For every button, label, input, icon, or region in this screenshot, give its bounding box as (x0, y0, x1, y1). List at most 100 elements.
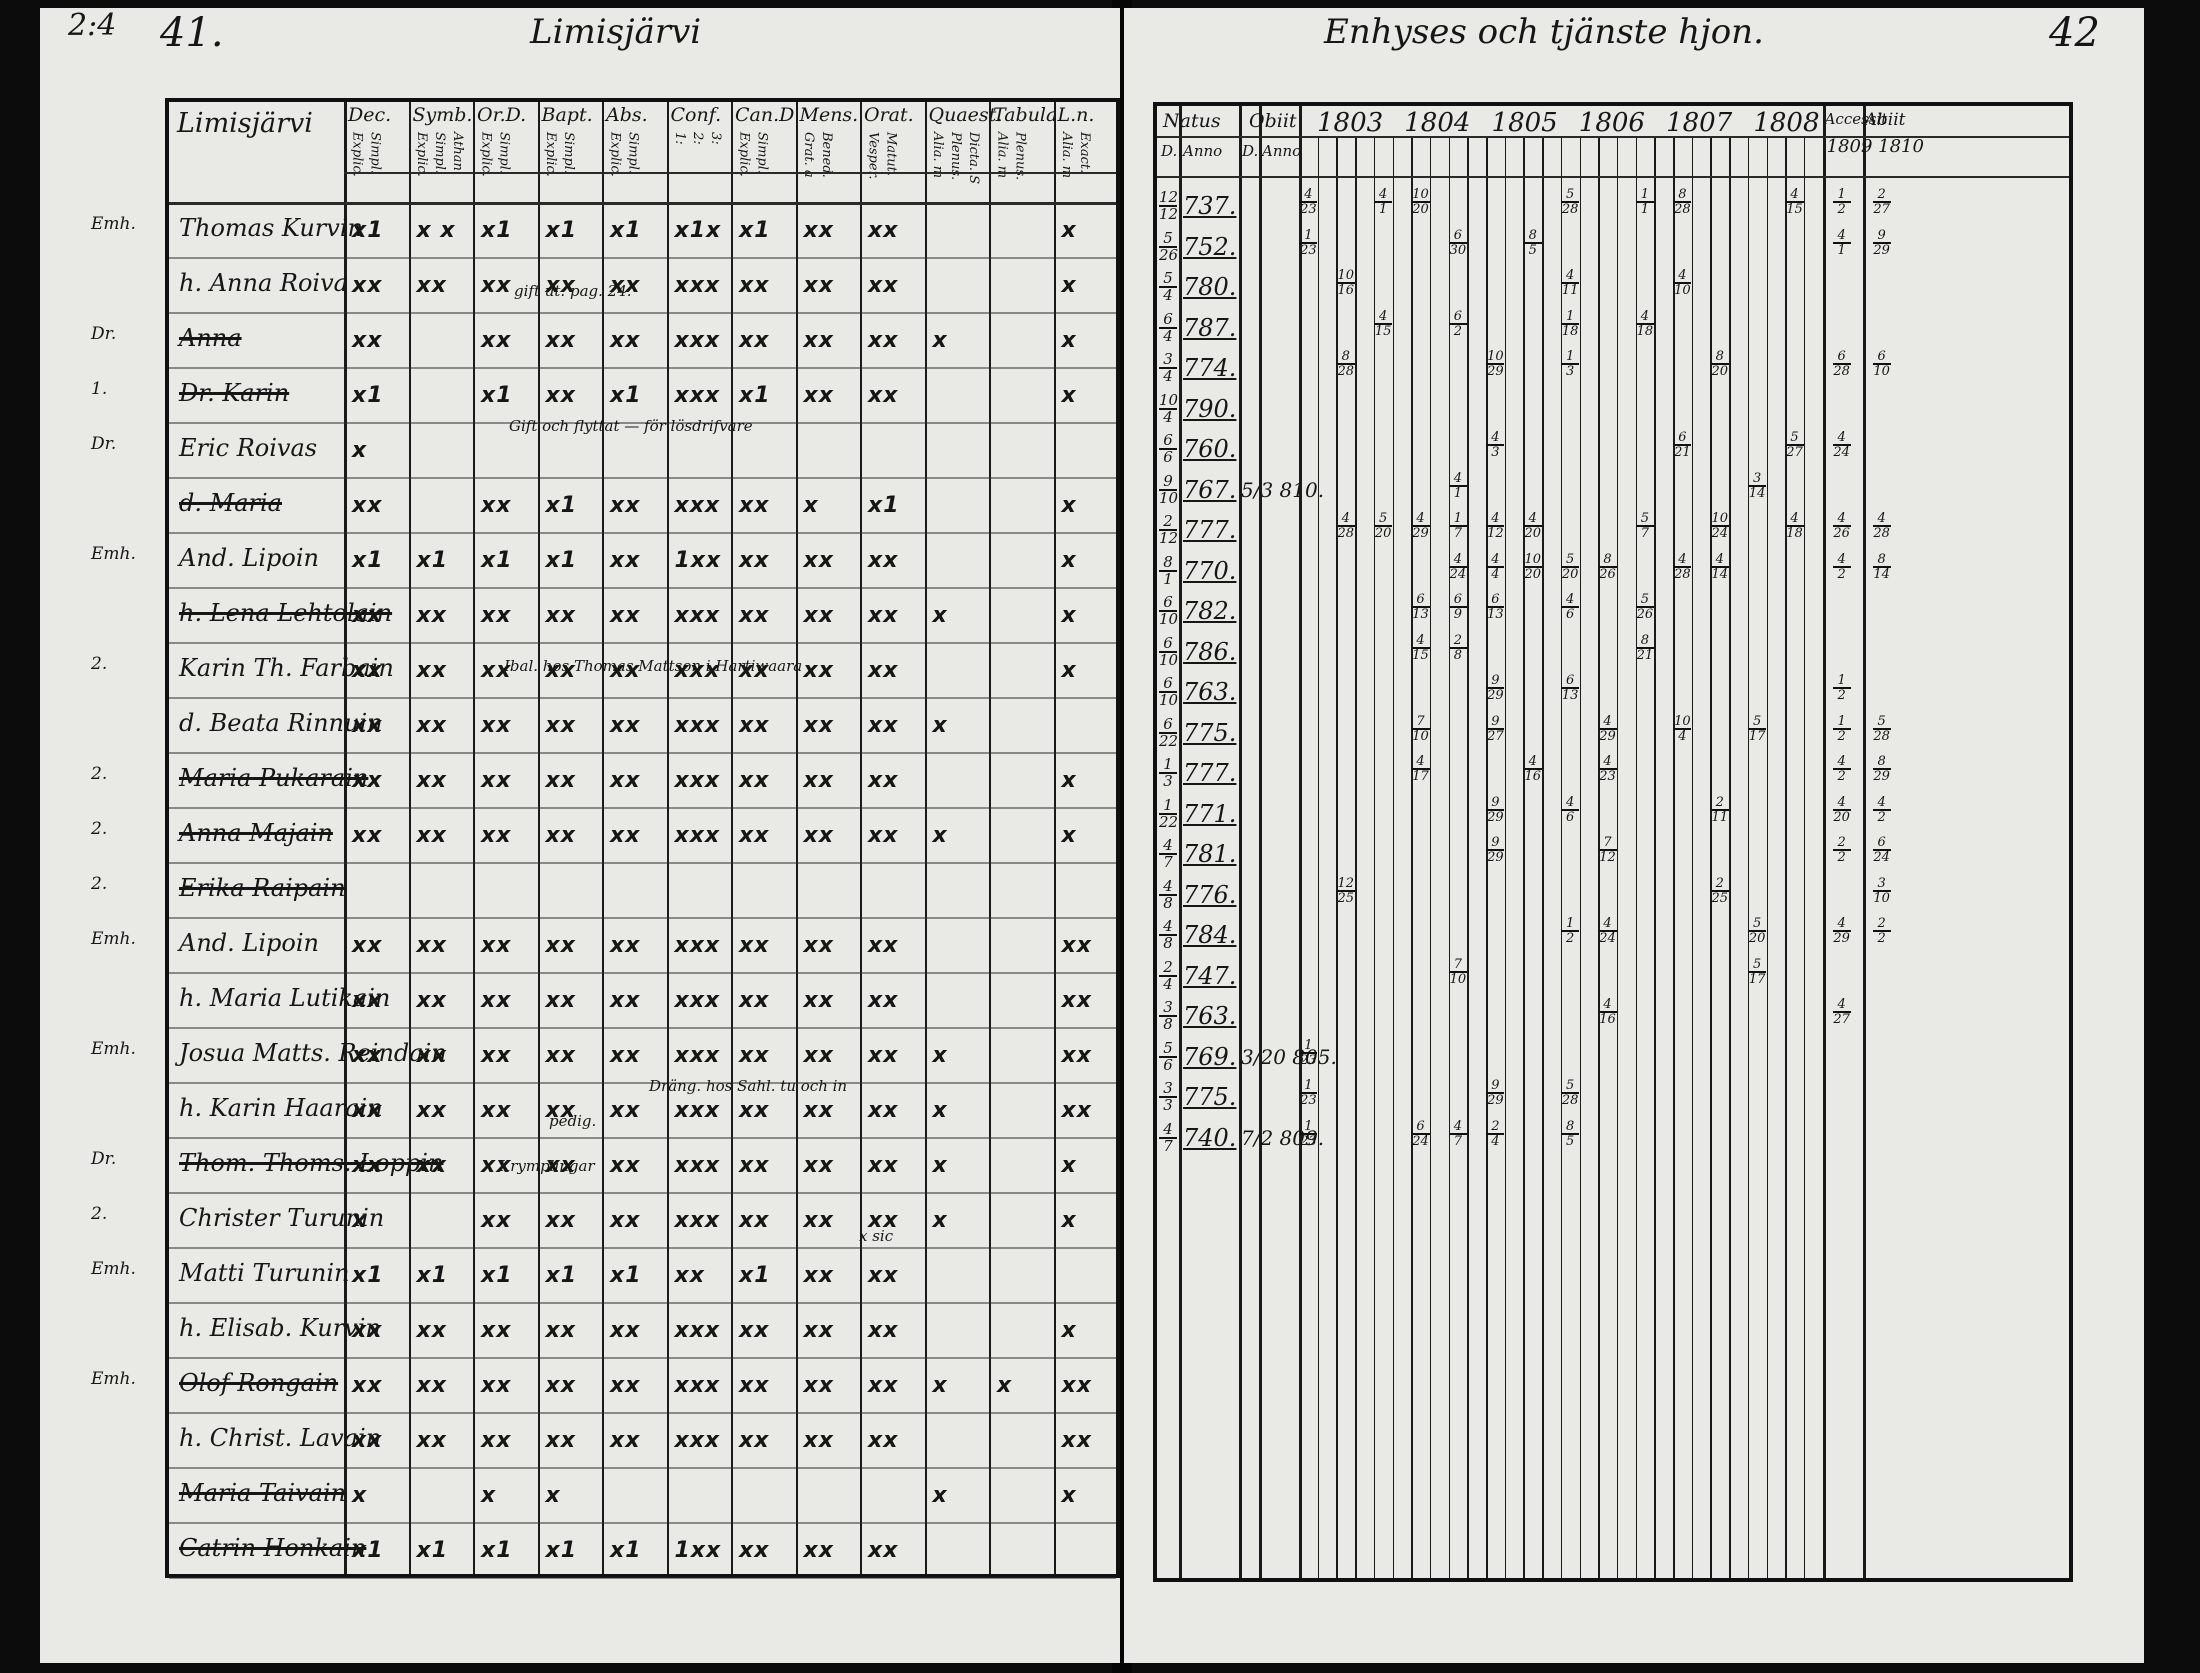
parish-register-table-right: Natus Obiit D. Anno D. Anno 1803 1804 1805 1806 18… (1153, 102, 2073, 1582)
column-subheader: Simpl. (625, 132, 641, 175)
examination-mark: x1 (545, 1538, 577, 1563)
examination-mark: x1 (610, 1263, 642, 1288)
header-bottom-rule (1157, 176, 2069, 178)
column-subheader: Exact. (1077, 132, 1093, 174)
birth-day-fraction: 6 10 (1159, 593, 1179, 628)
examination-mark: x (352, 1483, 368, 1508)
examination-mark: xxx (674, 1373, 721, 1398)
year-subcolumn-divider (1411, 136, 1413, 1578)
year-entry-date: 5 28 (1561, 1078, 1580, 1108)
birth-day-fraction: 10 4 (1159, 390, 1179, 426)
examination-mark: xx (416, 988, 447, 1013)
examination-mark: 1xx (674, 548, 722, 573)
examination-mark: x (1061, 493, 1077, 518)
birth-year: 775. (1183, 718, 1237, 747)
examination-mark: x (932, 1153, 948, 1178)
examination-mark: x1 (545, 218, 577, 243)
examination-mark: xx (803, 1098, 834, 1123)
column-header: Abs. (606, 104, 648, 126)
person-name: And. Lipoin (179, 544, 319, 572)
person-name: Maria Taivain (179, 1479, 347, 1507)
column-subheader: Vesper. (865, 132, 881, 180)
header-natus: Natus (1163, 110, 1221, 132)
examination-mark: xx (545, 273, 576, 298)
birth-year: 775. (1183, 1083, 1237, 1111)
birth-year: 763. (1183, 1002, 1237, 1030)
examination-mark: xx (803, 1043, 834, 1068)
examination-mark: xx (416, 1153, 447, 1178)
column-divider (924, 102, 927, 1574)
row-margin-note: Emh. (91, 214, 136, 234)
year-entry-date: 5 26 (1635, 592, 1654, 622)
examination-mark: xx (416, 658, 447, 683)
examination-mark: xx (352, 988, 383, 1013)
year-entry-date: 4 29 (1598, 713, 1617, 744)
table-title: Limisjärvi (177, 108, 313, 139)
column-subheader: Explic. (736, 132, 752, 177)
examination-mark: xx (481, 658, 512, 683)
row-rule (169, 1522, 1116, 1524)
row-margin-note: 2. (91, 764, 108, 784)
header-year: 1805 (1491, 108, 1558, 138)
examination-mark: x (932, 1208, 948, 1233)
examination-mark: xx (352, 823, 383, 848)
year-entry-date: 4 16 (1598, 997, 1617, 1027)
abiit-date: 8 14 (1872, 551, 1891, 582)
examination-mark: xx (803, 603, 834, 628)
examination-mark: xx (545, 1373, 576, 1398)
examination-mark: xx (739, 713, 770, 738)
examination-mark: xx (416, 273, 447, 298)
column-divider (602, 102, 604, 1574)
column-subheader: Simpl. (561, 132, 577, 175)
examination-mark: x1 (545, 1263, 577, 1288)
row-margin-note: Dr. (91, 324, 117, 344)
right-page: Enhyses och tjänste hjon. 42 Natus Obiit D… (1124, 8, 2144, 1663)
year-entry-date: 6 30 (1448, 227, 1467, 258)
examination-mark: xx (416, 1043, 447, 1068)
examination-mark: x1 (610, 218, 642, 243)
examination-mark: xx (545, 768, 576, 793)
row-rule (169, 1357, 1116, 1359)
person-name: Christer Turunin (179, 1204, 385, 1232)
column-divider (408, 102, 411, 1574)
examination-mark: xx (868, 383, 899, 408)
examination-mark: xx (545, 603, 576, 628)
person-name: Olof Rongain (179, 1369, 339, 1397)
birth-year: 782. (1183, 597, 1237, 625)
examination-mark: xx (352, 768, 383, 793)
examination-mark: x1 (481, 383, 513, 408)
year-entry-date: 4 24 (1448, 551, 1467, 582)
examination-mark: xxx (674, 1318, 721, 1343)
examination-mark: xx (1061, 1098, 1092, 1123)
examination-mark: xx (416, 1318, 447, 1343)
column-header: Conf. (670, 104, 722, 126)
examination-mark: x (1061, 658, 1077, 683)
examination-mark: xx (352, 1428, 383, 1453)
examination-mark: x (1061, 823, 1077, 848)
examination-mark: xx (739, 1098, 770, 1123)
examination-mark: xx (610, 1428, 641, 1453)
row-rule (169, 807, 1116, 809)
header-mid-rule (1157, 136, 2069, 138)
person-name: Thomas Kurvin (179, 214, 363, 242)
examination-mark: xx (610, 1153, 641, 1178)
examination-mark: xx (739, 493, 770, 518)
abiit-date: 6 24 (1872, 835, 1891, 865)
row-rule (169, 257, 1116, 259)
examination-mark: xx (481, 1208, 512, 1233)
examination-mark: x (352, 1208, 368, 1233)
birth-day-fraction: 9 10 (1159, 471, 1179, 507)
examination-mark: xx (1061, 1428, 1092, 1453)
column-divider (1179, 106, 1182, 1578)
year-entry-date: 4 12 (1486, 511, 1505, 541)
row-rule (169, 477, 1116, 479)
examination-mark: xx (739, 1373, 770, 1398)
examination-mark: x (1061, 1153, 1077, 1178)
parish-register-table-left: Limisjärvi Dec. Explic. Simpl. Symb. Explic. S… (91, 98, 1120, 1579)
examination-mark: xx (739, 603, 770, 628)
